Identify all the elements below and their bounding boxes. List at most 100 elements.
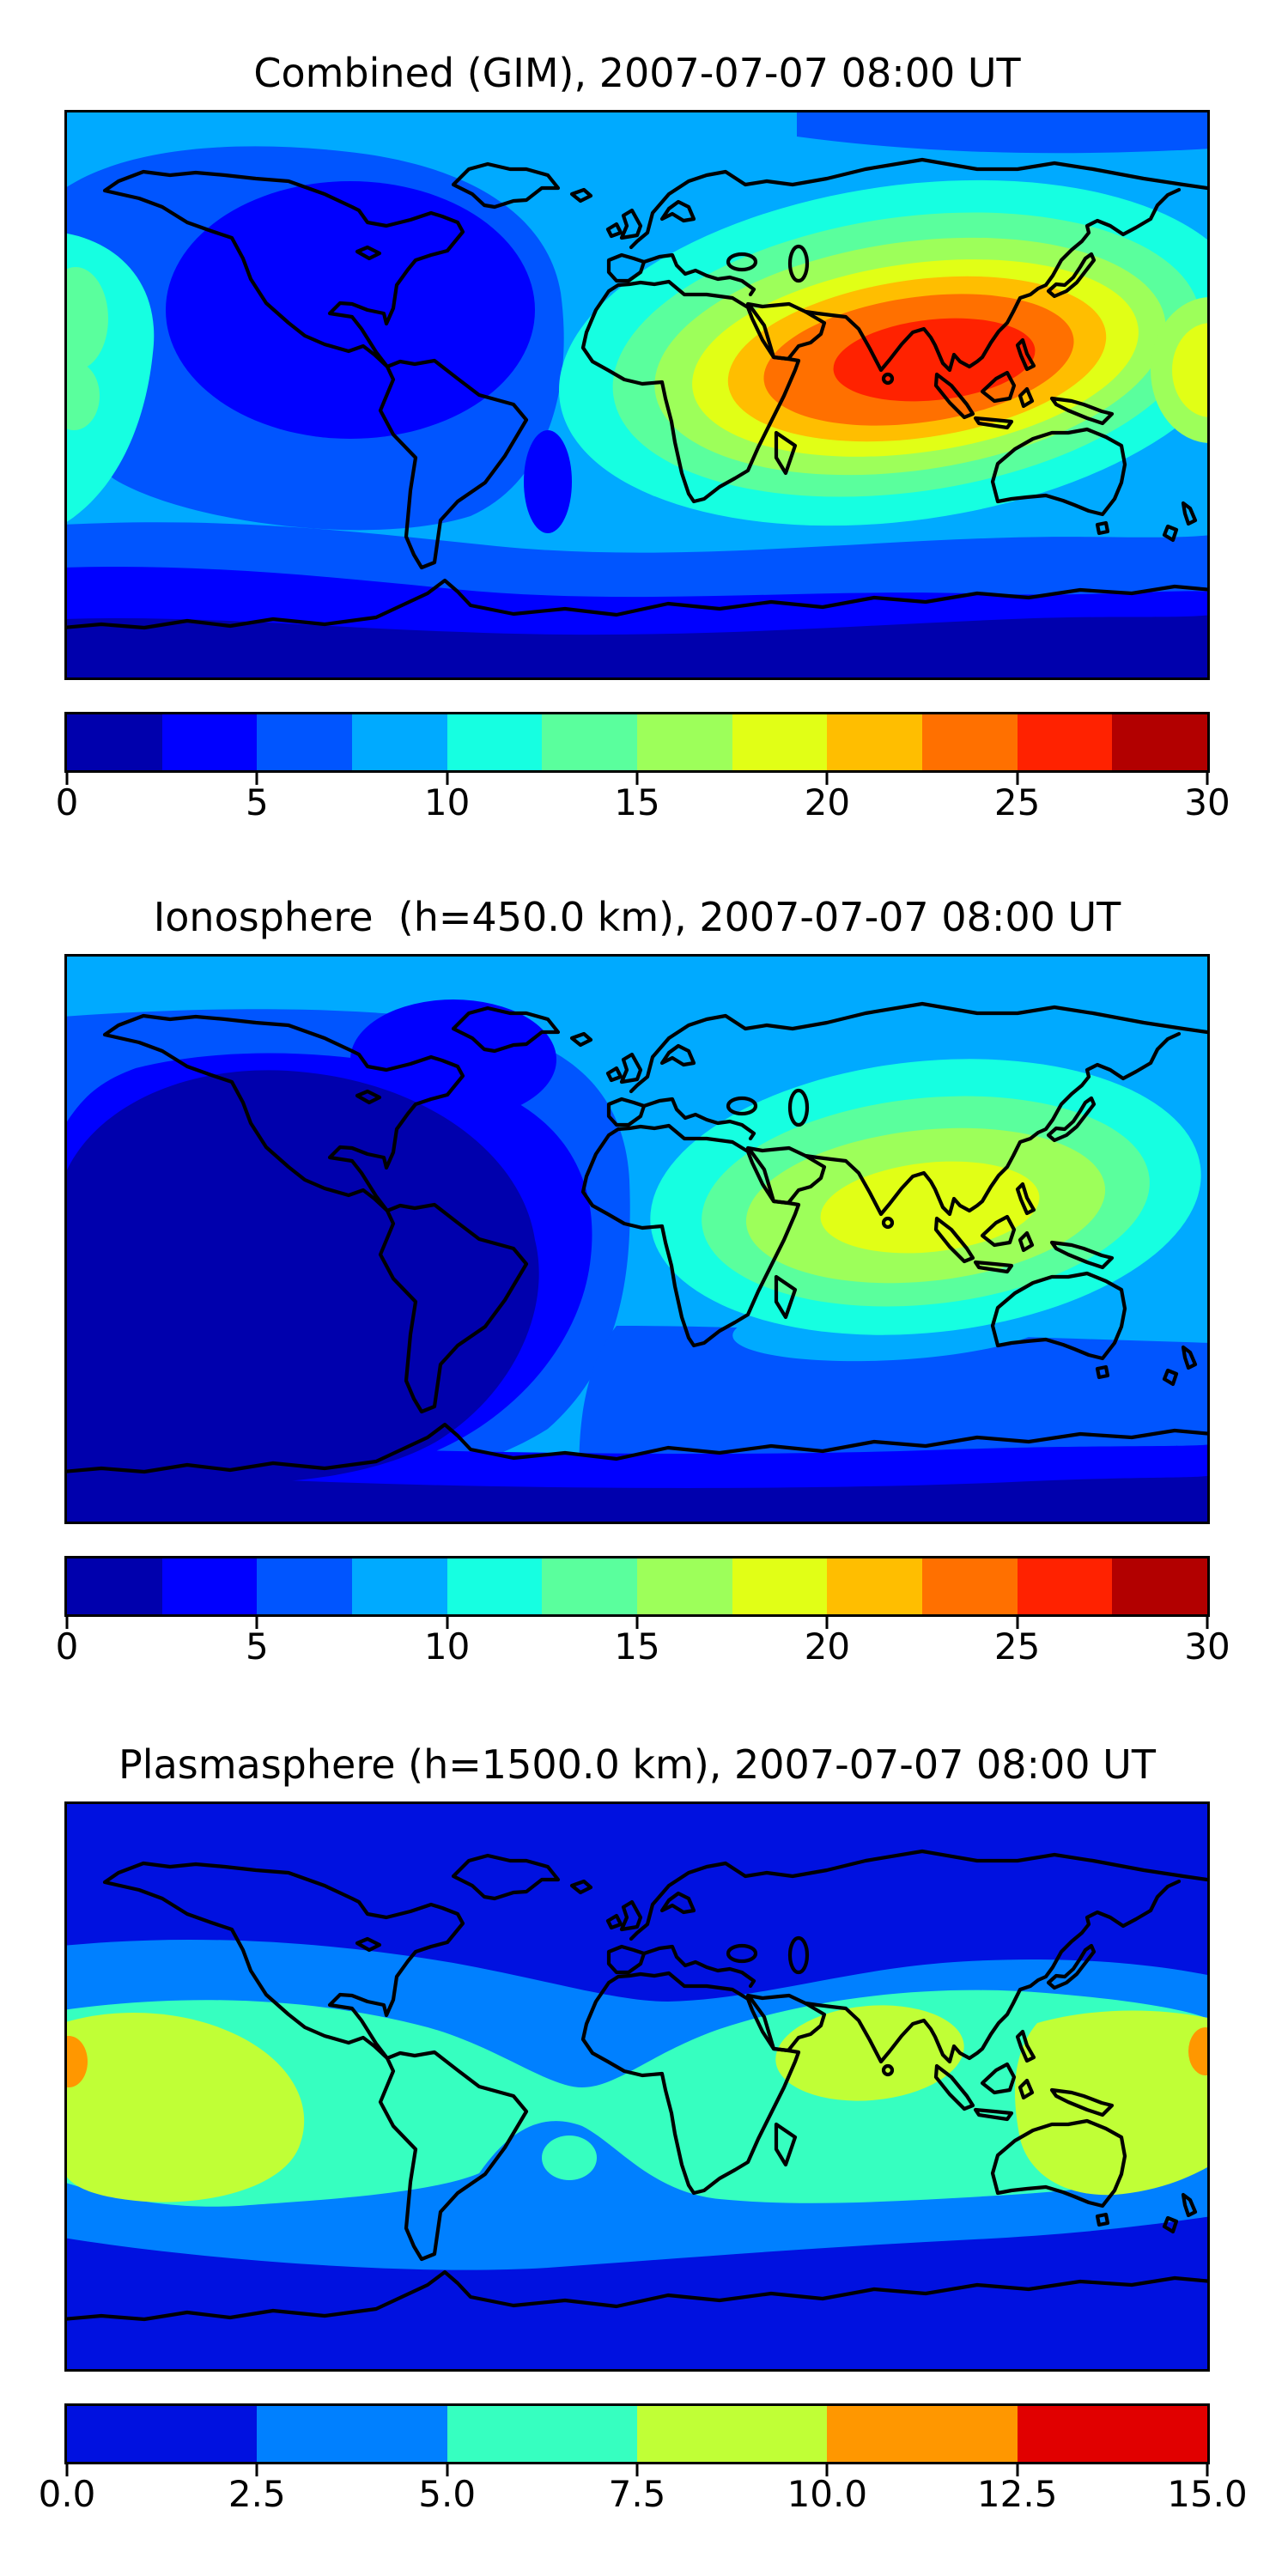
colorbar-tick-label: 15 xyxy=(614,781,660,823)
colorbar-segment xyxy=(257,1558,353,1614)
colorbar-tick-label: 15 xyxy=(614,1625,660,1668)
colorbar-segment xyxy=(637,714,732,770)
panel-3-colorbar-labels: 0.0 2.5 5.0 7.5 10.0 12.5 15.0 xyxy=(39,2473,1248,2516)
panel-1-colorbar-labels: 0 5 10 15 20 25 30 xyxy=(56,781,1230,824)
panel-1-map-svg xyxy=(67,112,1207,677)
colorbar-tick-label: 25 xyxy=(993,781,1041,823)
contour-band xyxy=(166,181,535,439)
contour-band xyxy=(67,267,108,370)
colorbar-segment xyxy=(447,714,543,770)
contour-band xyxy=(542,2136,597,2180)
colorbar-tick-mark xyxy=(635,773,639,785)
colorbar-tick-mark xyxy=(65,2464,69,2476)
colorbar-tick-mark xyxy=(255,1617,258,1629)
contour-band xyxy=(67,1070,539,1484)
panel-3-title: Plasmasphere (h=1500.0 km), 2007-07-07 0… xyxy=(118,1741,1156,1788)
contour-band xyxy=(775,2005,964,2101)
contour-band xyxy=(67,1467,1207,1522)
colorbar-tick-label: 0 xyxy=(55,781,79,823)
colorbar-segment xyxy=(352,714,447,770)
colorbar-segment xyxy=(827,2406,1018,2462)
colorbar-segment xyxy=(67,2406,258,2462)
colorbar-tick-label: 12.5 xyxy=(976,2473,1058,2515)
panel-3-colorbar xyxy=(64,2403,1210,2464)
colorbar-tick-label: 0 xyxy=(55,1625,79,1668)
colorbar-segment xyxy=(257,714,353,770)
colorbar-segment xyxy=(1112,1558,1208,1614)
colorbar-tick-mark xyxy=(446,773,449,785)
panel-3-map-svg xyxy=(67,1804,1207,2369)
colorbar-segment xyxy=(257,2406,447,2462)
colorbar-tick-label: 20 xyxy=(804,1625,851,1668)
colorbar-tick-label: 2.5 xyxy=(228,2473,286,2515)
colorbar-tick-mark xyxy=(255,773,258,785)
colorbar-segment xyxy=(1017,2406,1207,2462)
colorbar-segment xyxy=(1017,714,1113,770)
colorbar-tick-label: 25 xyxy=(993,1625,1041,1668)
colorbar-tick-mark xyxy=(255,2464,258,2476)
panel-2-title: Ionosphere (h=450.0 km), 2007-07-07 08:0… xyxy=(153,894,1121,940)
colorbar-tick-label: 10 xyxy=(423,781,471,823)
colorbar-segment xyxy=(1017,1558,1113,1614)
panel-3-colorbar-ticks xyxy=(65,2464,1209,2476)
colorbar-tick-mark xyxy=(446,2464,449,2476)
contour-band xyxy=(67,361,100,430)
panel-2-map-svg xyxy=(67,957,1207,1522)
contour-band xyxy=(1188,2027,1207,2075)
colorbar-segment xyxy=(732,714,828,770)
panel-2-colorbar xyxy=(64,1556,1210,1617)
contour-band xyxy=(350,999,556,1120)
panel-3-map xyxy=(64,1801,1210,2372)
colorbar-segment xyxy=(732,1558,828,1614)
colorbar-tick-mark xyxy=(1206,773,1209,785)
colorbar-tick-mark xyxy=(446,1617,449,1629)
colorbar-tick-mark xyxy=(635,2464,639,2476)
panel-1-map xyxy=(64,110,1210,680)
colorbar-segment xyxy=(922,1558,1018,1614)
colorbar-tick-mark xyxy=(825,773,829,785)
panel-2-colorbar-ticks xyxy=(65,1617,1209,1629)
colorbar-tick-label: 7.5 xyxy=(608,2473,666,2515)
colorbar-segment xyxy=(67,1558,162,1614)
contour-band xyxy=(524,430,572,533)
contour-band xyxy=(1172,323,1207,417)
colorbar-segment xyxy=(161,1558,258,1614)
contour-band xyxy=(1015,2010,1207,2196)
colorbar-segment xyxy=(827,714,923,770)
colorbar-tick-mark xyxy=(1206,1617,1209,1629)
colorbar-tick-label: 30 xyxy=(1184,1625,1230,1668)
colorbar-segment xyxy=(1112,714,1208,770)
colorbar-tick-mark xyxy=(65,773,69,785)
colorbar-tick-label: 5 xyxy=(245,781,269,823)
colorbar-segment xyxy=(637,1558,732,1614)
panel-2-colorbar-labels: 0 5 10 15 20 25 30 xyxy=(56,1625,1230,1668)
panel-1-colorbar-ticks xyxy=(65,773,1209,785)
colorbar-tick-mark xyxy=(1016,1617,1019,1629)
colorbar-segment xyxy=(161,714,258,770)
colorbar-tick-label: 10.0 xyxy=(787,2473,868,2515)
colorbar-tick-mark xyxy=(1206,2464,1209,2476)
contour-band xyxy=(797,112,1207,154)
colorbar-segment xyxy=(67,714,162,770)
colorbar-tick-mark xyxy=(635,1617,639,1629)
colorbar-tick-label: 15.0 xyxy=(1167,2473,1248,2515)
colorbar-tick-mark xyxy=(825,1617,829,1629)
colorbar-tick-label: 30 xyxy=(1184,781,1230,823)
colorbar-segment xyxy=(447,1558,543,1614)
colorbar-tick-label: 20 xyxy=(804,781,851,823)
contour-band xyxy=(67,2036,88,2087)
colorbar-segment xyxy=(352,1558,447,1614)
contour-band xyxy=(67,615,1207,677)
colorbar-tick-mark xyxy=(65,1617,69,1629)
panel-1-colorbar xyxy=(64,712,1210,773)
colorbar-tick-label: 0.0 xyxy=(38,2473,96,2515)
colorbar-segment xyxy=(922,714,1018,770)
panel-1-title: Combined (GIM), 2007-07-07 08:00 UT xyxy=(253,50,1021,96)
colorbar-segment xyxy=(542,714,638,770)
colorbar-segment xyxy=(542,1558,638,1614)
colorbar-tick-label: 5 xyxy=(245,1625,269,1668)
colorbar-tick-mark xyxy=(825,2464,829,2476)
colorbar-segment xyxy=(636,2406,828,2462)
panel-2-map xyxy=(64,954,1210,1524)
